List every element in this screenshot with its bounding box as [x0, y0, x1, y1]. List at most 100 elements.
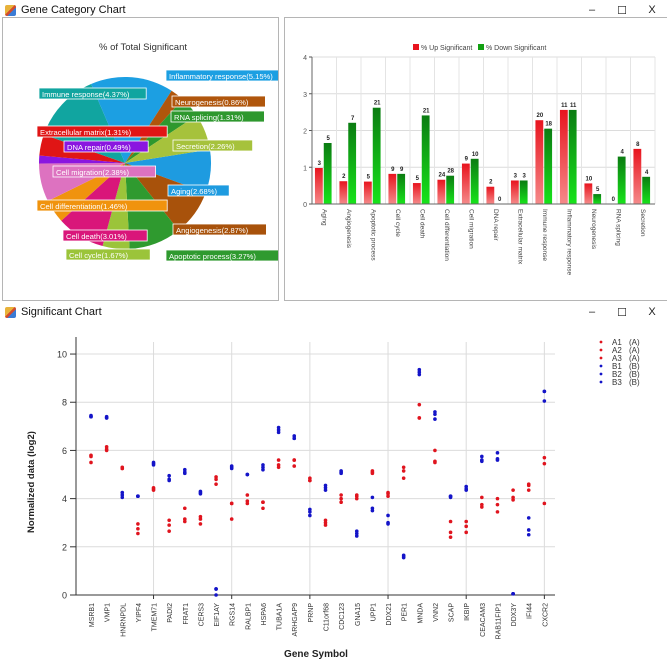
- data-point-a: [276, 465, 281, 470]
- bar-down: [372, 107, 381, 204]
- data-point-a: [339, 493, 343, 497]
- bar-down: [421, 115, 430, 204]
- pie-label: Extracellular matrix(1.31%): [36, 125, 168, 138]
- pie-label: Cell migration(2.38%): [52, 165, 156, 178]
- data-point-b: [183, 471, 187, 476]
- pie-label-text: Cell cycle(1.67%): [69, 251, 129, 260]
- pie-slice-angiogenesis: [125, 163, 206, 231]
- x-tick-label: DDX3Y: [511, 603, 518, 627]
- bar-chart: % Up Significant % Down Significant 3 5 2 7 5…: [303, 44, 656, 275]
- bar-data-label: 5: [596, 187, 600, 193]
- pie-label-text: Cell death(3.01%): [66, 232, 127, 241]
- y-axis-label: Normalized data (log2): [26, 431, 37, 533]
- data-point-a: [308, 478, 312, 483]
- legend-swatch: [413, 44, 419, 50]
- data-point-b: [214, 587, 218, 591]
- bar-up: [363, 181, 372, 204]
- pie-label-box: [63, 140, 149, 153]
- y-tick-label: 1: [303, 165, 307, 172]
- data-point-b: [417, 372, 422, 377]
- data-point-a: [198, 517, 203, 521]
- bar-up: [339, 181, 348, 204]
- x-tick-label: PRNP: [308, 603, 315, 623]
- data-point-b: [308, 513, 312, 518]
- bar-data-label: 0: [498, 197, 502, 203]
- maximize-button[interactable]: ☐: [617, 306, 627, 319]
- bar-up: [584, 183, 593, 204]
- x-tick-label: YIPF4: [136, 603, 143, 623]
- pie-label-text: DNA repair(0.49%): [67, 143, 131, 152]
- x-tick-label: RAB11FIP1: [495, 603, 502, 640]
- legend-label: % Down Significant: [486, 45, 546, 52]
- data-point-b: [214, 593, 218, 597]
- data-point-a: [526, 483, 531, 488]
- data-point-b: [526, 532, 531, 537]
- x-tick-label: CXCR2: [542, 603, 549, 627]
- bar-up: [559, 109, 568, 204]
- data-point-a: [104, 448, 109, 453]
- x-tick-label: IFI44: [527, 603, 534, 619]
- close-button[interactable]: X: [648, 4, 656, 16]
- pie-label-text: Neurogenesis(0.86%): [175, 98, 249, 107]
- data-point-a: [245, 501, 250, 506]
- data-point-b: [245, 472, 250, 477]
- data-point-b: [386, 522, 390, 526]
- data-point-a: [120, 466, 125, 471]
- data-point-a: [276, 458, 281, 462]
- data-point-a: [526, 488, 531, 492]
- x-tick-label: RALBP1: [245, 603, 252, 630]
- data-point-b: [354, 534, 359, 538]
- x-tick-label: TUBA1A: [277, 603, 284, 631]
- close-button[interactable]: X: [648, 306, 656, 318]
- data-point-a: [433, 448, 437, 453]
- bar-data-label: 9: [465, 157, 469, 163]
- data-point-a: [261, 500, 265, 505]
- legend-group: (A): [629, 338, 640, 347]
- top-window-titlebar[interactable]: Gene Category Chart – ☐ X: [0, 0, 667, 20]
- x-tick-label: Neurogenesis: [590, 209, 597, 250]
- legend-swatch: [478, 44, 484, 50]
- data-point-b: [167, 473, 171, 478]
- legend-marker: [599, 356, 603, 360]
- x-axis-label: Gene Symbol: [284, 649, 348, 660]
- minimize-button[interactable]: –: [588, 306, 596, 318]
- bar-up: [412, 183, 421, 204]
- x-tick-label: Angiogenesis: [345, 209, 352, 249]
- legend-marker: [599, 364, 603, 368]
- maximize-button[interactable]: ☐: [617, 4, 627, 17]
- data-point-b: [120, 495, 125, 500]
- legend-marker: [599, 340, 603, 344]
- bar-down: [446, 175, 455, 204]
- data-point-a: [511, 498, 515, 502]
- data-point-a: [386, 490, 390, 495]
- data-point-b: [480, 459, 484, 464]
- data-point-b: [261, 467, 265, 472]
- data-point-a: [448, 535, 453, 539]
- bar-data-label: 10: [472, 152, 479, 158]
- x-tick-label: DDX21: [386, 603, 393, 626]
- bar-chart-panel: % Up Significant % Down Significant 3 5 2 7 5…: [284, 17, 667, 301]
- pie-label: Aging(2.68%): [167, 184, 230, 197]
- bar-down: [470, 158, 479, 204]
- bar-up: [461, 163, 470, 204]
- data-point-a: [401, 476, 406, 480]
- bottom-window-titlebar[interactable]: Significant Chart – ☐ X: [0, 302, 667, 322]
- data-point-b: [464, 488, 469, 492]
- bar-data-label: 0: [612, 197, 616, 203]
- data-point-b: [448, 494, 453, 499]
- bar-up: [486, 186, 495, 204]
- data-point-b: [480, 454, 484, 459]
- data-point-a: [464, 530, 469, 535]
- y-tick-label: 0: [62, 591, 67, 601]
- data-point-b: [542, 389, 547, 394]
- data-point-a: [417, 402, 422, 407]
- bar-data-label: 3: [318, 161, 322, 167]
- data-point-b: [511, 591, 515, 596]
- data-point-a: [136, 531, 140, 536]
- data-point-a: [542, 461, 547, 466]
- minimize-button[interactable]: –: [588, 4, 596, 16]
- data-point-a: [464, 524, 469, 529]
- data-point-b: [526, 528, 531, 532]
- x-tick-label: Secretion: [639, 209, 646, 237]
- pie-label-text: Secretion(2.26%): [176, 142, 235, 151]
